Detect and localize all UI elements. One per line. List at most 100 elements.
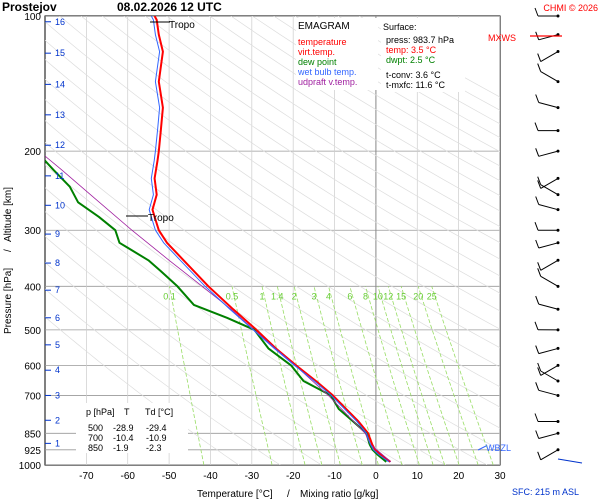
- wind-barb-shaft: [538, 102, 559, 109]
- wind-barb-dot: [556, 80, 560, 84]
- pressure-tick-label: 100: [24, 12, 41, 23]
- temperature-tick-label: -20: [286, 471, 301, 482]
- mixing-ratio-tick-label: 4: [326, 291, 331, 301]
- wind-barb-dot: [556, 241, 560, 245]
- mixing-ratio-tick-label: 2: [292, 291, 297, 301]
- wind-barb-shaft: [540, 51, 559, 63]
- temperature-tick-label: 10: [412, 471, 424, 482]
- table-header-t: T: [124, 407, 130, 417]
- x-axis-label-mixing: Mixing ratio [g/kg]: [300, 489, 379, 500]
- table-row-t: -1.9: [113, 443, 129, 453]
- wind-barb-flag: [537, 53, 542, 62]
- series-udpraft-v-temp-: [45, 155, 392, 463]
- dry-adiabat: [209, 16, 500, 197]
- series-temperature: [151, 16, 391, 463]
- wind-barb-shaft: [538, 34, 559, 41]
- sfc-label: SFC: 215 m ASL: [512, 487, 579, 497]
- wind-barb-flag: [535, 345, 540, 354]
- level-table-box: [76, 403, 188, 453]
- altitude-tick-label: 4: [55, 365, 60, 375]
- wind-barb-dot: [556, 33, 560, 37]
- wind-barb-shaft: [540, 177, 559, 189]
- altitude-tick-label: 12: [55, 140, 65, 150]
- dry-adiabat: [80, 16, 500, 294]
- wind-barb-dot: [556, 228, 560, 232]
- mxws-label: MXWS: [488, 33, 516, 43]
- table-row-p: 500: [88, 423, 103, 433]
- wind-barb-flag: [535, 382, 540, 391]
- datetime: 08.02.2026 12 UTC: [117, 0, 222, 14]
- wind-barb-flag: [535, 94, 540, 103]
- mixing-ratio-line: [431, 286, 494, 465]
- surface-temp: temp: 3.5 °C: [386, 45, 437, 55]
- altitude-tick-label: 3: [55, 390, 60, 400]
- wind-barb-shaft: [538, 347, 559, 355]
- y-axis-label-sep: /: [3, 249, 14, 252]
- mixing-ratio-line: [293, 286, 341, 465]
- mixing-ratio-tick-label: 1: [259, 291, 264, 301]
- altitude-tick-label: 14: [55, 79, 65, 89]
- mixing-ratio-line: [365, 286, 420, 465]
- mixing-ratio-line: [276, 286, 323, 465]
- wind-barb-flag: [537, 262, 542, 271]
- pressure-tick-label: 600: [24, 361, 41, 372]
- altitude-tick-label: 7: [55, 285, 60, 295]
- table-row-t: -28.9: [113, 423, 134, 433]
- wbzl-marker: [477, 445, 487, 451]
- wind-barb-dot: [556, 346, 560, 350]
- legend-updraft-vtemp: udpraft v.temp.: [298, 77, 357, 87]
- altitude-tick-label: 13: [55, 110, 65, 120]
- dry-adiabat: [45, 316, 239, 465]
- mixing-ratio-line: [349, 286, 403, 465]
- wind-barb-dot: [556, 258, 560, 262]
- copyright: CHMI © 2026: [543, 3, 598, 13]
- wind-barb-flag: [537, 451, 542, 460]
- altitude-tick-label: 16: [55, 17, 65, 27]
- temperature-tick-label: 20: [453, 471, 465, 482]
- dry-adiabat: [187, 16, 500, 212]
- mixing-ratio-tick-label: 8: [363, 291, 368, 301]
- wind-barb-shaft: [540, 364, 559, 376]
- dry-adiabat: [45, 187, 446, 465]
- dry-adiabat: [45, 120, 500, 429]
- wind-barb-flag: [537, 268, 542, 277]
- wind-barb-dot: [556, 129, 560, 133]
- wind-barb-dot: [556, 106, 560, 110]
- wind-barb-dot: [556, 307, 560, 311]
- wind-barb-dot: [556, 176, 560, 180]
- temperature-tick-label: 0: [373, 471, 379, 482]
- wind-barb-flag: [537, 367, 542, 376]
- temperature-tick-label: 30: [494, 471, 506, 482]
- legend-title: EMAGRAM: [298, 21, 350, 32]
- table-row-td: -29.4: [146, 423, 167, 433]
- wind-barb-dot: [556, 448, 560, 452]
- dry-adiabat: [45, 261, 322, 465]
- table-header-p: p [hPa]: [86, 407, 115, 417]
- wind-barb-dot: [556, 149, 560, 153]
- wind-barb-flag: [537, 176, 542, 185]
- mixing-ratio-tick-label: 25: [427, 291, 437, 301]
- mixing-ratio-tick-label: 12: [383, 291, 393, 301]
- table-row-p: 700: [88, 433, 103, 443]
- temperature-tick-label: -30: [245, 471, 260, 482]
- wind-barb-shaft: [538, 432, 559, 439]
- legend-temperature: temperature: [298, 37, 347, 47]
- altitude-tick-label: 9: [55, 229, 60, 239]
- wind-barb-dot: [556, 328, 560, 332]
- mixing-ratio-line: [313, 286, 363, 465]
- dry-adiabat: [123, 16, 500, 260]
- surface-box: [381, 18, 465, 92]
- pressure-tick-label: 300: [24, 226, 41, 237]
- wind-barb-dot: [556, 419, 560, 423]
- wind-barb-flag: [535, 148, 540, 157]
- wind-barb-shaft: [538, 150, 559, 157]
- surface-wind-barb: [557, 458, 583, 464]
- wind-barb-shaft: [538, 204, 559, 211]
- series-wet-bulb: [148, 16, 389, 463]
- pressure-tick-label: 1000: [19, 461, 42, 472]
- table-row-td: -2.3: [146, 443, 162, 453]
- mixing-ratio-tick-label: 0.1: [163, 291, 176, 301]
- pressure-tick-label: 400: [24, 282, 41, 293]
- table-row-t: -10.4: [113, 433, 134, 443]
- mixing-ratio-line: [377, 286, 434, 465]
